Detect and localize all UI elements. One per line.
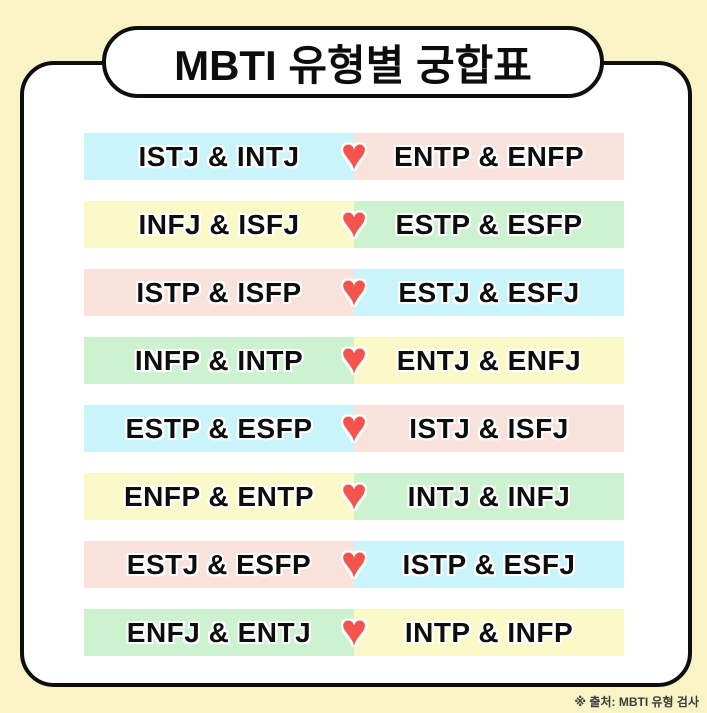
right-pair-label: ISTJ & ISFJ bbox=[409, 412, 569, 444]
table-row: ENFP & ENTP INTJ & INFJ ♥ bbox=[84, 469, 624, 520]
left-pair-label: ESTJ & ESFP bbox=[126, 548, 312, 580]
row-right-half: ESTP & ESFP bbox=[354, 201, 624, 248]
right-pair-label: ENTJ & ENFJ bbox=[396, 344, 582, 376]
row-left-half: ISTJ & INTJ bbox=[84, 133, 354, 180]
row-left-half: ENFJ & ENTJ bbox=[84, 609, 354, 656]
right-pair-label: INTJ & INFJ bbox=[407, 480, 571, 512]
heart-icon: ♥ bbox=[340, 401, 368, 451]
table-row: ENFJ & ENTJ INTP & INFP ♥ bbox=[84, 605, 624, 656]
row-left-half: ESTP & ESFP bbox=[84, 405, 354, 452]
title-banner: MBTI 유형별 궁합표 bbox=[102, 26, 604, 98]
table-row: INFP & INTP ENTJ & ENFJ ♥ bbox=[84, 333, 624, 384]
compatibility-table: ISTJ & INTJ ENTP & ENFP ♥ INFJ & ISFJ ES… bbox=[84, 129, 624, 677]
row-left-half: INFP & INTP bbox=[84, 337, 354, 384]
heart-icon: ♥ bbox=[340, 197, 368, 247]
heart-icon: ♥ bbox=[340, 605, 368, 655]
heart-icon: ♥ bbox=[340, 469, 368, 519]
right-pair-label: ENTP & ENFP bbox=[393, 140, 585, 172]
table-row: ESTP & ESFP ISTJ & ISFJ ♥ bbox=[84, 401, 624, 452]
row-right-half: INTJ & INFJ bbox=[354, 473, 624, 520]
right-pair-label: ESTP & ESFP bbox=[395, 208, 583, 240]
heart-icon: ♥ bbox=[340, 129, 368, 179]
heart-icon: ♥ bbox=[340, 537, 368, 587]
table-row: INFJ & ISFJ ESTP & ESFP ♥ bbox=[84, 197, 624, 248]
left-pair-label: ISTJ & INTJ bbox=[138, 140, 300, 172]
left-pair-label: ISTP & ISFP bbox=[136, 276, 302, 308]
row-left-half: ENFP & ENTP bbox=[84, 473, 354, 520]
table-row: ESTJ & ESFP ISTP & ESFJ ♥ bbox=[84, 537, 624, 588]
row-right-half: ENTJ & ENFJ bbox=[354, 337, 624, 384]
heart-icon: ♥ bbox=[340, 333, 368, 383]
row-right-half: INTP & INFP bbox=[354, 609, 624, 656]
heart-icon: ♥ bbox=[340, 265, 368, 315]
page-title: MBTI 유형별 궁합표 bbox=[174, 41, 532, 89]
row-right-half: ISTP & ESFJ bbox=[354, 541, 624, 588]
row-right-half: ENTP & ENFP bbox=[354, 133, 624, 180]
row-left-half: ESTJ & ESFP bbox=[84, 541, 354, 588]
row-right-half: ISTJ & ISFJ bbox=[354, 405, 624, 452]
left-pair-label: ESTP & ESFP bbox=[125, 412, 313, 444]
right-pair-label: INTP & INFP bbox=[404, 616, 574, 648]
row-left-half: INFJ & ISFJ bbox=[84, 201, 354, 248]
right-pair-label: ESTJ & ESFJ bbox=[398, 276, 580, 308]
left-pair-label: ENFP & ENTP bbox=[123, 480, 315, 512]
right-pair-label: ISTP & ESFJ bbox=[402, 548, 576, 580]
left-pair-label: INFP & INTP bbox=[134, 344, 304, 376]
table-row: ISTJ & INTJ ENTP & ENFP ♥ bbox=[84, 129, 624, 180]
table-row: ISTP & ISFP ESTJ & ESFJ ♥ bbox=[84, 265, 624, 316]
left-pair-label: ENFJ & ENTJ bbox=[126, 616, 312, 648]
row-right-half: ESTJ & ESFJ bbox=[354, 269, 624, 316]
row-left-half: ISTP & ISFP bbox=[84, 269, 354, 316]
left-pair-label: INFJ & ISFJ bbox=[138, 208, 300, 240]
source-note: ※ 출처: MBTI 유형 검사 bbox=[574, 695, 699, 709]
